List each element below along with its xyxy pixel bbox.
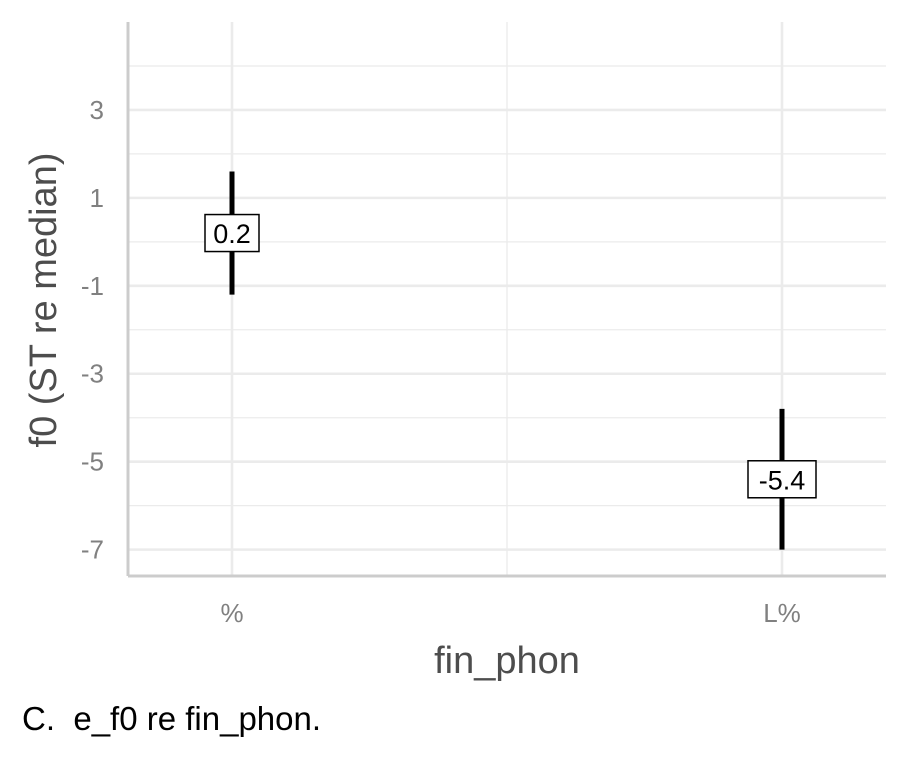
y-tick-label: -7 — [81, 535, 104, 565]
y-tick-label: 3 — [90, 95, 104, 125]
data-label-box — [204, 213, 260, 253]
y-tick-label: -1 — [81, 271, 104, 301]
tick-labels: 3 1 -1 -3 -5 -7% L% — [81, 95, 801, 628]
x-axis-title: fin_phon — [434, 640, 580, 682]
x-tick-label: L% — [763, 598, 801, 628]
y-tick-label: 1 — [90, 183, 104, 213]
chart: 0.2 -5.4 3 1 -1 -3 -5 -7% L% fin_phon f0 (ST re… — [23, 22, 886, 682]
y-axis-title: f0 (ST re median) — [23, 153, 65, 448]
error-bars: 0.2 -5.4 — [204, 171, 817, 550]
data-label: 0.2 — [213, 219, 251, 249]
grid-lines — [128, 22, 886, 576]
y-tick-label: -5 — [81, 447, 104, 477]
y-tick-label: -3 — [81, 359, 104, 389]
figure-caption: C. e_f0 re fin_phon. — [22, 700, 322, 737]
x-tick-label: % — [220, 598, 243, 628]
axes — [126, 22, 886, 578]
data-label: -5.4 — [759, 465, 806, 495]
data-label-box — [747, 460, 817, 499]
